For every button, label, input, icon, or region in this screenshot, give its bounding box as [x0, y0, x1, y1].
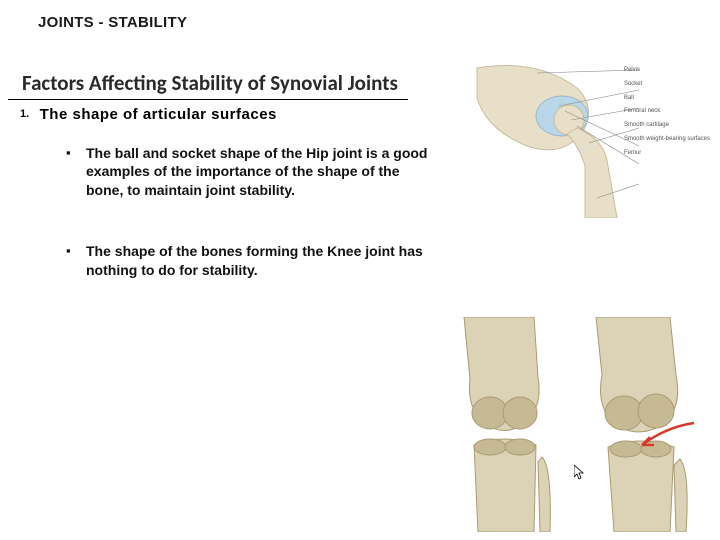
hip-label: Femoral neck [624, 105, 710, 119]
hip-joint-diagram: Pelvis Socket Ball Femoral neck Smooth c… [467, 58, 712, 218]
bullet-list: The ball and socket shape of the Hip joi… [20, 124, 450, 280]
hip-label: Smooth weight-bearing surfaces [624, 133, 710, 147]
hip-label: Socket [624, 78, 710, 92]
hip-label: Smooth cartilage [624, 119, 710, 133]
slide-header: JOINTS - STABILITY [0, 0, 720, 38]
list-item: The shape of the bones forming the Knee … [66, 242, 450, 280]
knee-joint-diagram [456, 317, 704, 532]
factor-heading: The shape of articular surfaces [40, 106, 277, 123]
bullet-text: The ball and socket shape of the Hip joi… [86, 145, 427, 199]
subtitle-region: Factors Affecting Stability of Synovial … [8, 38, 408, 100]
mouse-cursor-icon [574, 465, 586, 484]
hip-labels: Pelvis Socket Ball Femoral neck Smooth c… [624, 64, 710, 161]
red-arrow-icon [636, 421, 696, 451]
factor-number: 1. [20, 108, 29, 120]
subtitle-text: Factors Affecting Stability of Synovial … [22, 72, 408, 96]
content-region: 1. The shape of articular surfaces The b… [0, 100, 450, 280]
hip-label: Femur [624, 147, 710, 161]
hip-label: Ball [624, 92, 710, 106]
hip-label: Pelvis [624, 64, 710, 78]
bullet-text: The shape of the bones forming the Knee … [86, 243, 423, 278]
header-title: JOINTS - STABILITY [38, 14, 187, 31]
list-item: The ball and socket shape of the Hip joi… [66, 144, 450, 201]
